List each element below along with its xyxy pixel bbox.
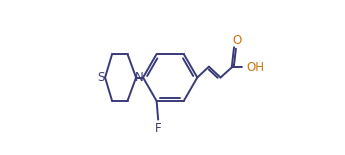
Text: F: F — [155, 122, 161, 135]
Text: O: O — [233, 34, 242, 47]
Text: OH: OH — [246, 61, 264, 74]
Text: N: N — [135, 71, 143, 84]
Text: S: S — [98, 71, 105, 84]
